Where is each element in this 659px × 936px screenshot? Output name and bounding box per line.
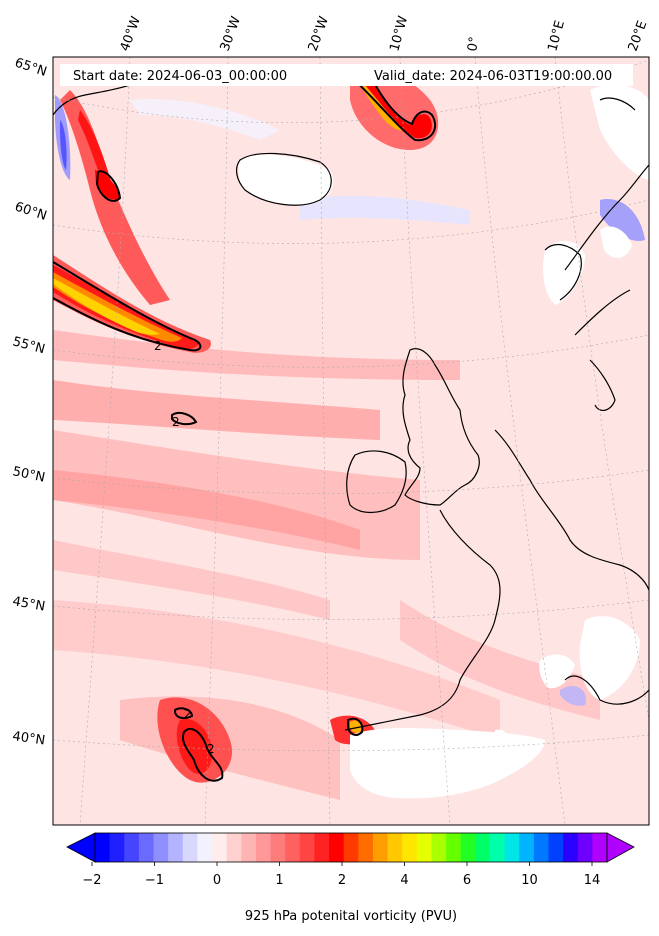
colorbar-swatch bbox=[372, 833, 389, 862]
colorbar-swatch bbox=[387, 833, 403, 862]
colorbar-swatch bbox=[431, 833, 447, 862]
colorbar-swatch bbox=[212, 833, 228, 862]
lon-label: 10°E bbox=[545, 19, 568, 53]
contour-labels: 2 2 2 2 bbox=[154, 339, 215, 756]
header-band bbox=[60, 64, 633, 86]
colorbar-tick-label: 4 bbox=[400, 873, 408, 888]
pv-contours bbox=[53, 73, 437, 782]
contour-label: 2 bbox=[207, 742, 215, 756]
colorbar-swatch bbox=[563, 833, 579, 862]
colorbar-tick-label: 2 bbox=[338, 873, 346, 888]
colorbar-tick-label: 0 bbox=[213, 873, 221, 888]
colorbar: −2 −1 0 1 2 4 6 10 14 925 hPa potenital vorticit… bbox=[66, 832, 635, 924]
colorbar-swatch bbox=[519, 833, 535, 862]
map-panel: 2 2 2 2 Start date: 2024-06-03_00:00:00 … bbox=[53, 57, 649, 825]
colorbar-swatch bbox=[138, 833, 155, 862]
lon-label: 30°W bbox=[218, 14, 244, 53]
map-frame bbox=[52, 56, 650, 826]
lat-label: 60°N bbox=[13, 200, 49, 224]
colorbar-tick-label: 1 bbox=[275, 873, 283, 888]
contour-label: 2 bbox=[172, 415, 180, 429]
colorbar-swatch bbox=[489, 833, 506, 862]
colorbar-swatch bbox=[285, 833, 301, 862]
colorbar-swatch bbox=[197, 833, 213, 862]
colorbar-tick-label: 14 bbox=[584, 873, 601, 888]
lon-label: 0° bbox=[465, 36, 482, 53]
colorbar-swatch bbox=[402, 833, 418, 862]
colorbar-swatch bbox=[314, 833, 330, 862]
colorbar-swatch bbox=[153, 833, 169, 862]
colorbar-swatch bbox=[504, 833, 520, 862]
colorbar-swatch bbox=[95, 833, 111, 862]
colorbar-swatch bbox=[299, 833, 315, 862]
longitude-labels: 40°W 30°W 20°W 10°W 0° 10°E 20°E bbox=[118, 14, 651, 53]
lat-label: 40°N bbox=[11, 729, 46, 748]
colorbar-swatch bbox=[358, 833, 374, 862]
colorbar-swatch bbox=[168, 833, 184, 862]
start-date-label: Start date: 2024-06-03_00:00:00 bbox=[73, 69, 287, 84]
colorbar-left-extend bbox=[66, 832, 96, 863]
colorbar-swatch bbox=[124, 833, 140, 862]
graticule-lines bbox=[53, 57, 649, 825]
lat-label: 45°N bbox=[11, 594, 46, 614]
colorbar-swatch bbox=[548, 833, 564, 862]
lon-label: 20°E bbox=[626, 19, 651, 54]
lat-label: 55°N bbox=[11, 334, 47, 357]
colorbar-swatch bbox=[329, 833, 345, 862]
contour-label: 2 bbox=[154, 339, 162, 353]
colorbar-swatch bbox=[592, 833, 608, 862]
latitude-labels: 65°N 60°N 55°N 50°N 45°N 40°N bbox=[11, 56, 49, 749]
colorbar-swatch bbox=[109, 833, 125, 862]
colorbar-swatch bbox=[255, 833, 272, 862]
colorbar-frame bbox=[94, 832, 608, 863]
colorbar-swatch bbox=[241, 833, 257, 862]
colorbar-ticks: −2 −1 0 1 2 4 6 10 14 bbox=[82, 862, 600, 888]
colorbar-swatch bbox=[460, 833, 476, 862]
lon-label: 40°W bbox=[118, 14, 144, 53]
colorbar-right-extend bbox=[606, 832, 635, 863]
colorbar-swatch bbox=[533, 833, 549, 862]
colorbar-swatch bbox=[475, 833, 491, 862]
colorbar-swatches bbox=[95, 833, 608, 862]
colorbar-tick-label: 10 bbox=[521, 873, 538, 888]
lat-label: 50°N bbox=[11, 464, 46, 485]
colorbar-swatch bbox=[577, 833, 593, 862]
colorbar-tick-label: 6 bbox=[463, 873, 471, 888]
valid-date-label: Valid_date: 2024-06-03T19:00:00.00 bbox=[374, 69, 612, 84]
colorbar-tick-label: −2 bbox=[82, 873, 101, 888]
colorbar-tick-label: −1 bbox=[145, 873, 164, 888]
colorbar-swatch bbox=[182, 833, 198, 862]
lon-label: 20°W bbox=[306, 14, 332, 53]
colorbar-swatch bbox=[226, 833, 242, 862]
lat-label: 65°N bbox=[13, 56, 49, 80]
colorbar-swatch bbox=[270, 833, 286, 862]
colorbar-swatch bbox=[416, 833, 432, 862]
contour-label: 2 bbox=[184, 707, 192, 721]
coastlines bbox=[53, 84, 649, 731]
lon-label: 10°W bbox=[387, 14, 411, 53]
colorbar-label: 925 hPa potenital vorticity (PVU) bbox=[245, 909, 457, 924]
colorbar-swatch bbox=[446, 833, 462, 862]
colorbar-swatch bbox=[343, 833, 359, 862]
